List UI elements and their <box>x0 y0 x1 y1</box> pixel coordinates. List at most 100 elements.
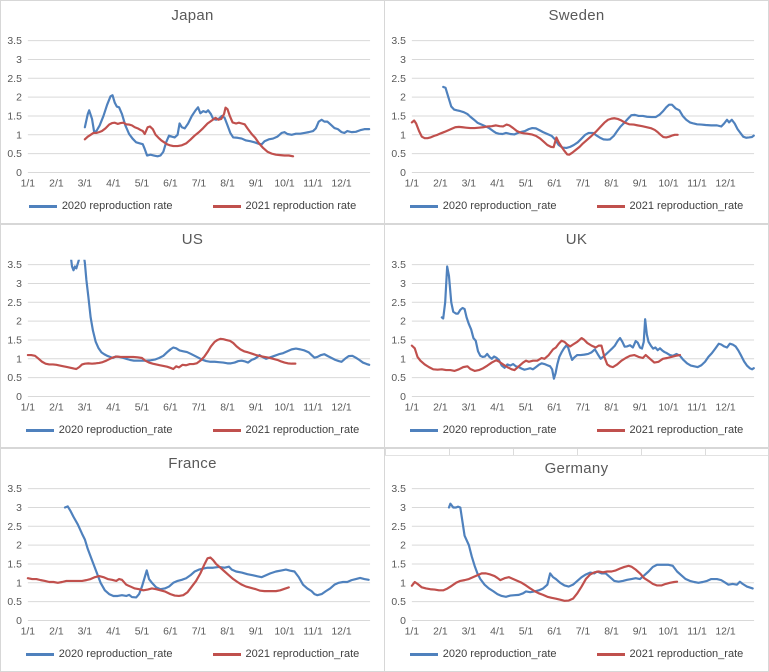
svg-text:6/1: 6/1 <box>163 402 178 413</box>
svg-text:7/1: 7/1 <box>192 626 207 637</box>
svg-text:6/1: 6/1 <box>547 402 562 413</box>
legend-line-swatch-2020 <box>28 204 57 208</box>
svg-text:0: 0 <box>400 616 406 627</box>
svg-text:8/1: 8/1 <box>604 626 619 637</box>
svg-text:10/1: 10/1 <box>658 402 679 413</box>
svg-text:8/1: 8/1 <box>604 402 619 413</box>
chart-title-japan: Japan <box>171 7 214 24</box>
chart-title-france: France <box>168 455 217 472</box>
svg-text:6/1: 6/1 <box>163 626 178 637</box>
legend-label-2021: 2021 reproduction_rate <box>629 424 744 436</box>
svg-text:10/1: 10/1 <box>658 178 679 189</box>
svg-text:1: 1 <box>16 130 22 141</box>
legend-item-2021: 2021 reproduction_rate <box>596 648 743 660</box>
svg-text:9/1: 9/1 <box>633 178 648 189</box>
svg-text:3: 3 <box>400 55 406 66</box>
svg-text:11/1: 11/1 <box>303 402 323 413</box>
svg-text:3: 3 <box>16 279 22 290</box>
svg-text:2.5: 2.5 <box>391 74 406 85</box>
chart-card-uk[interactable]: UK 0 0.5 1 1.5 2 2.5 3 3.5 1/1 2/1 3/1 4/1 5/1 6/1 7/1… <box>384 224 769 448</box>
chart-card-japan[interactable]: Japan 0 0.5 1 1.5 2 2.5 3 3.5 1/1 2/1 3/1 4/1 5/1 6/1… <box>0 0 385 224</box>
svg-text:3/1: 3/1 <box>462 178 477 189</box>
svg-text:5/1: 5/1 <box>519 626 534 637</box>
svg-text:12/1: 12/1 <box>715 178 736 189</box>
legend-label-2020: 2020 reproduction_rate <box>442 424 557 436</box>
sweden-plot-area: 0 0.5 1 1.5 2 2.5 3 3.5 1/1 2/1 3/1 4/1 5/1 6/1 7/1 8/1… <box>391 36 755 189</box>
svg-text:11/1: 11/1 <box>303 626 323 637</box>
svg-text:1.5: 1.5 <box>7 335 22 346</box>
svg-text:2/1: 2/1 <box>49 178 64 189</box>
svg-text:12/1: 12/1 <box>715 626 736 637</box>
svg-text:3/1: 3/1 <box>462 402 477 413</box>
legend-item-2021: 2021 reproduction_rate <box>212 424 360 436</box>
legend-label-2021: 2021 reproduction rate <box>245 200 357 212</box>
svg-text:2.5: 2.5 <box>391 298 406 309</box>
chart-card-france[interactable]: France 0 0.5 1 1.5 2 2.5 3 3.5 1/1 2/1 3/1 4/1 5/1 6/… <box>0 448 385 672</box>
svg-text:11/1: 11/1 <box>687 402 707 413</box>
svg-text:4/1: 4/1 <box>106 178 121 189</box>
legend-label-2021: 2021 reproduction_rate <box>629 200 744 212</box>
chart-title-germany: Germany <box>544 460 609 477</box>
legend-item-2020: 2020 reproduction_rate <box>25 424 173 436</box>
svg-text:0: 0 <box>16 392 22 403</box>
legend-label-2020: 2020 reproduction rate <box>61 200 173 212</box>
germany-plot-area: 0 0.5 1 1.5 2 2.5 3 3.5 1/1 2/1 3/1 4/1 5/1 6/1 7/1 8/1… <box>391 484 755 637</box>
chart-card-germany[interactable]: Germany 0 0.5 1 1.5 2 2.5 3 3.5 1/1 2/1 3/1 4/1 5/1 6… <box>384 448 769 672</box>
svg-text:10/1: 10/1 <box>658 626 679 637</box>
svg-text:0: 0 <box>16 168 22 179</box>
legend-line-swatch-2021 <box>212 428 241 432</box>
svg-text:1.5: 1.5 <box>391 335 406 346</box>
chart-card-sweden[interactable]: Sweden 0 0.5 1 1.5 2 2.5 3 3.5 1/1 2/1 3/1 4/1 5/1 6/… <box>384 0 769 224</box>
svg-text:11/1: 11/1 <box>687 626 707 637</box>
svg-text:1: 1 <box>16 578 22 589</box>
svg-text:9/1: 9/1 <box>249 178 264 189</box>
legend-line-swatch-2020 <box>25 428 54 432</box>
svg-text:0.5: 0.5 <box>7 597 22 608</box>
svg-text:1.5: 1.5 <box>7 111 22 122</box>
svg-text:5/1: 5/1 <box>135 178 150 189</box>
legend-item-2021: 2021 reproduction_rate <box>596 200 744 212</box>
legend-line-swatch-2021 <box>596 652 625 656</box>
svg-text:7/1: 7/1 <box>192 402 207 413</box>
germany-legend: 2020 reproduction_rate 2021 reproduction… <box>385 648 768 660</box>
svg-text:8/1: 8/1 <box>604 178 619 189</box>
svg-text:2: 2 <box>16 541 22 552</box>
svg-text:1.5: 1.5 <box>391 111 406 122</box>
us-legend: 2020 reproduction_rate 2021 reproduction… <box>1 424 384 436</box>
svg-text:5/1: 5/1 <box>519 402 534 413</box>
svg-text:1.5: 1.5 <box>7 559 22 570</box>
svg-text:3/1: 3/1 <box>78 626 93 637</box>
svg-text:4/1: 4/1 <box>490 626 505 637</box>
svg-text:3: 3 <box>16 503 22 514</box>
svg-text:1/1: 1/1 <box>21 402 36 413</box>
svg-text:1/1: 1/1 <box>405 402 420 413</box>
svg-text:5/1: 5/1 <box>135 402 150 413</box>
uk-legend: 2020 reproduction_rate 2021 reproduction… <box>385 424 768 436</box>
svg-text:1: 1 <box>400 578 406 589</box>
legend-item-2021: 2021 reproduction_rate <box>596 424 744 436</box>
svg-text:7/1: 7/1 <box>192 178 207 189</box>
svg-text:4/1: 4/1 <box>106 402 121 413</box>
uk-plot-area: 0 0.5 1 1.5 2 2.5 3 3.5 1/1 2/1 3/1 4/1 5/1 6/1 7/1 8/1… <box>391 260 755 413</box>
svg-text:9/1: 9/1 <box>633 402 648 413</box>
svg-text:10/1: 10/1 <box>274 402 295 413</box>
svg-text:9/1: 9/1 <box>249 626 264 637</box>
spreadsheet-cells-strip <box>385 449 768 456</box>
svg-text:2.5: 2.5 <box>7 74 22 85</box>
svg-text:0.5: 0.5 <box>7 373 22 384</box>
svg-text:3: 3 <box>400 503 406 514</box>
svg-text:2: 2 <box>16 93 22 104</box>
svg-text:7/1: 7/1 <box>576 178 591 189</box>
japan-plot-area: 0 0.5 1 1.5 2 2.5 3 3.5 1/1 2/1 3/1 4/1 5/1 6/1 7/1 8/1… <box>7 36 371 189</box>
svg-text:3: 3 <box>400 279 406 290</box>
legend-label-2021: 2021 reproduction_rate <box>245 424 360 436</box>
chart-card-us[interactable]: US 0 0.5 1 1.5 2 2.5 3 3.5 1/1 2/1 3/1 4/1 5/1 6/1 7/1… <box>0 224 385 448</box>
svg-text:1.5: 1.5 <box>391 559 406 570</box>
svg-text:2/1: 2/1 <box>433 178 448 189</box>
chart-title-uk: UK <box>565 231 588 248</box>
svg-text:7/1: 7/1 <box>576 626 591 637</box>
svg-text:8/1: 8/1 <box>220 402 235 413</box>
svg-text:3.5: 3.5 <box>7 260 22 271</box>
svg-text:0.5: 0.5 <box>391 373 406 384</box>
svg-text:3.5: 3.5 <box>7 36 22 47</box>
